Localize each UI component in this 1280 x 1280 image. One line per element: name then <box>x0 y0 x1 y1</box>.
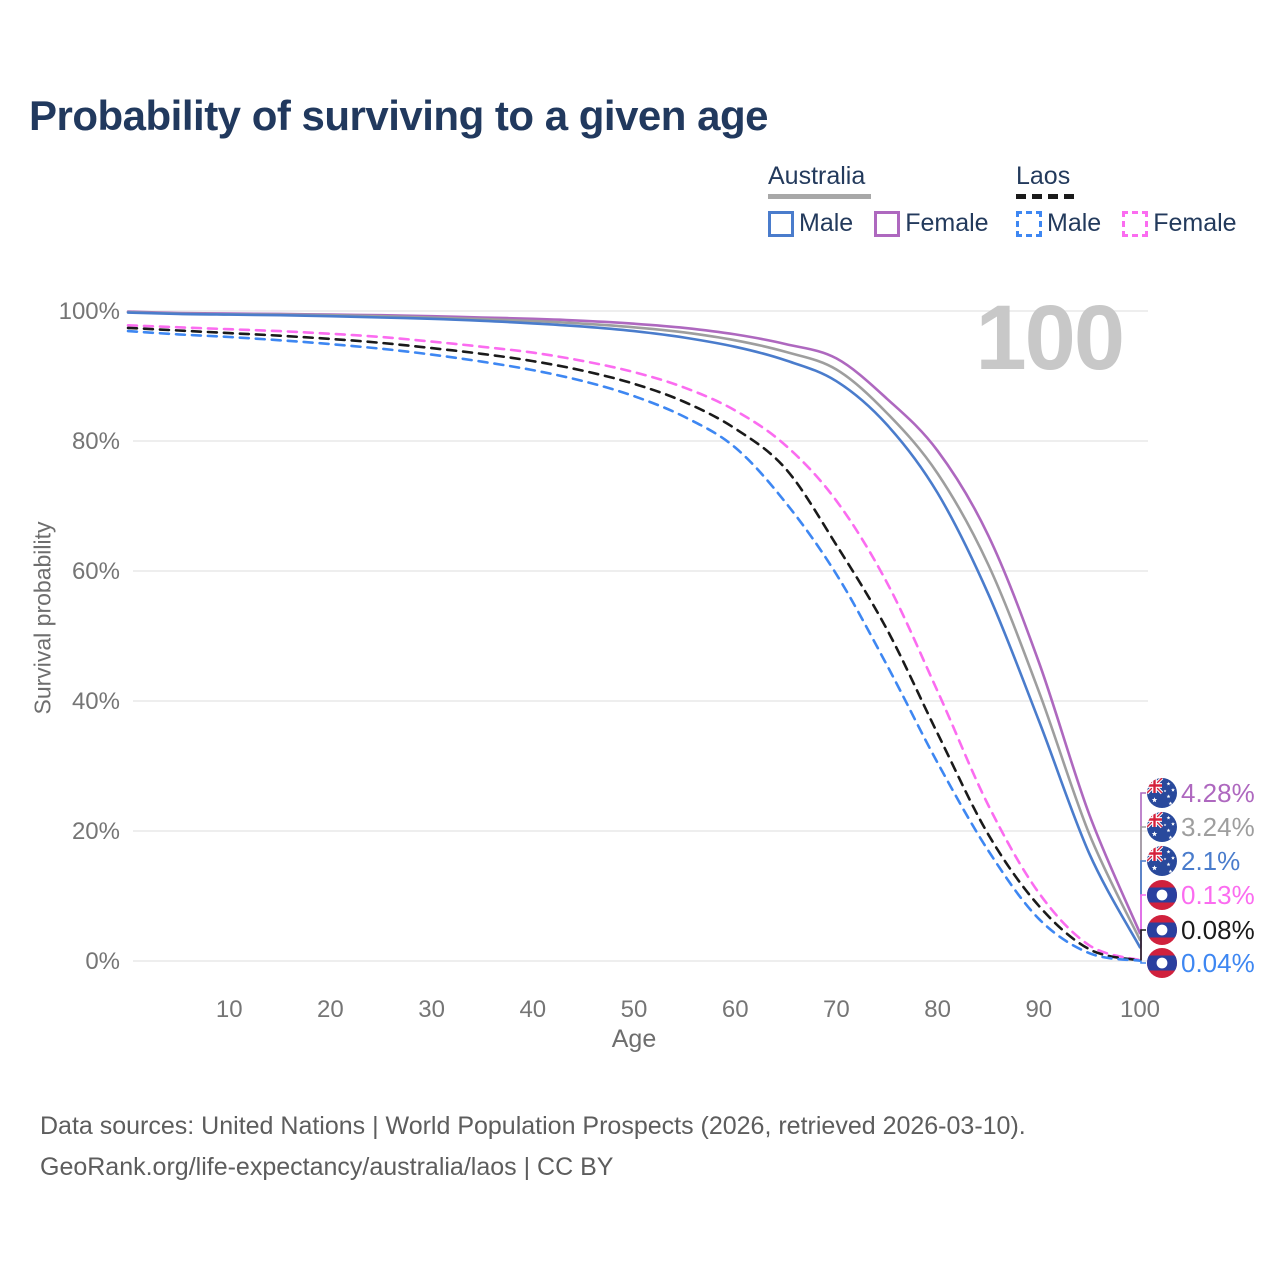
legend-item-australia-female[interactable]: Female <box>874 209 989 238</box>
end-label-australia-all: 3.24% <box>1147 812 1255 842</box>
laos-flag-icon <box>1147 948 1177 978</box>
legend-group-title: Laos <box>1016 162 1071 190</box>
australia-flag-icon <box>1147 778 1177 808</box>
end-value: 0.08% <box>1181 914 1255 945</box>
australia-flag-icon <box>1147 812 1177 842</box>
y-tick-label: 60% <box>72 558 120 585</box>
x-tick-label: 100 <box>1120 996 1160 1023</box>
series-line-laos-male[interactable] <box>126 329 1142 962</box>
legend-group-title: Australia <box>768 162 866 190</box>
legend-underline-australia <box>768 194 871 199</box>
x-tick-label: 70 <box>823 996 850 1023</box>
x-tick-label: 80 <box>924 996 951 1023</box>
end-value: 0.13% <box>1181 879 1255 910</box>
x-tick-label: 90 <box>1025 996 1052 1023</box>
y-tick-label: 80% <box>72 428 120 455</box>
legend-item-label: Female <box>905 209 989 237</box>
x-axis-title: Age <box>611 1025 657 1053</box>
y-tick-label: 0% <box>85 948 120 975</box>
legend-item-label: Male <box>799 209 854 237</box>
laos-flag-icon <box>1147 880 1177 910</box>
end-value: 0.04% <box>1181 947 1255 978</box>
x-tick-label: 30 <box>418 996 445 1023</box>
legend-item-laos-female[interactable]: Female <box>1122 209 1237 238</box>
end-connector-laos-male <box>1140 960 1146 964</box>
y-axis-title: Survival probability <box>29 521 56 715</box>
legend-underline-laos <box>1016 194 1074 199</box>
data-sources-line: Data sources: United Nations | World Pop… <box>40 1112 1026 1140</box>
attribution-line: GeoRank.org/life-expectancy/australia/la… <box>40 1153 614 1181</box>
legend-group-laos: Laos Male Female <box>1016 162 1237 238</box>
end-value: 4.28% <box>1181 777 1255 808</box>
end-value: 3.24% <box>1181 811 1255 842</box>
series-line-laos-all[interactable] <box>126 326 1142 962</box>
australia-flag-icon <box>1147 846 1177 876</box>
laos-flag-icon <box>1147 915 1177 945</box>
age-indicator: 100 <box>975 287 1125 389</box>
australia-male-swatch <box>768 210 794 237</box>
legend-item-label: Female <box>1153 209 1237 237</box>
end-label-australia-female: 4.28% <box>1147 778 1255 808</box>
x-tick-label: 60 <box>722 996 749 1023</box>
legend-item-australia-male[interactable]: Male <box>768 209 853 238</box>
series-line-australia-male[interactable] <box>126 311 1142 949</box>
end-label-laos-male: 0.04% <box>1147 948 1255 978</box>
series-line-australia-female[interactable] <box>126 310 1142 935</box>
series-line-laos-female[interactable] <box>126 324 1142 962</box>
x-tick-label: 20 <box>317 996 344 1023</box>
page-title: Probability of surviving to a given age <box>29 92 768 139</box>
x-tick-label: 40 <box>519 996 546 1023</box>
legend-item-label: Male <box>1047 209 1102 237</box>
x-tick-label: 10 <box>216 996 243 1023</box>
legend-item-laos-male[interactable]: Male <box>1016 209 1101 238</box>
end-value: 2.1% <box>1181 845 1241 876</box>
end-label-australia-male: 2.1% <box>1147 846 1240 876</box>
australia-female-swatch <box>874 210 901 237</box>
x-tick-label: 50 <box>621 996 648 1023</box>
legend-group-australia: Australia Male Female <box>768 162 989 238</box>
y-tick-label: 100% <box>59 298 120 325</box>
end-label-laos-female: 0.13% <box>1147 880 1255 910</box>
footer: Data sources: United Nations | World Pop… <box>40 1106 1026 1188</box>
series-line-australia-all[interactable] <box>126 310 1142 942</box>
end-label-laos-all: 0.08% <box>1147 915 1255 945</box>
y-tick-label: 40% <box>72 688 120 715</box>
laos-female-swatch <box>1122 210 1149 237</box>
laos-male-swatch <box>1016 210 1042 237</box>
y-tick-label: 20% <box>72 818 120 845</box>
end-connector-laos-all <box>1140 929 1146 961</box>
